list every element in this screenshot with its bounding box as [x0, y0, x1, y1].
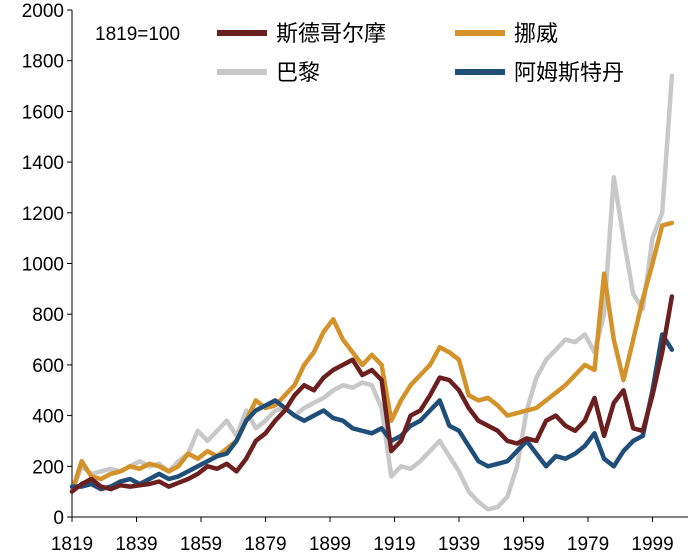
y-tick-label: 400 [32, 407, 64, 428]
x-tick-label: 1939 [438, 534, 480, 555]
base-year-note: 1819=100 [95, 24, 180, 45]
x-tick-label: 1979 [567, 534, 609, 555]
y-tick-label: 1200 [22, 204, 64, 225]
y-tick-label: 200 [32, 457, 64, 478]
x-tick-label: 1839 [115, 534, 157, 555]
y-tick-label: 800 [32, 305, 64, 326]
x-tick-label: 1899 [309, 534, 351, 555]
legend: 1819=100 斯德哥尔摩 挪威 巴黎 阿姆斯特丹 [95, 22, 624, 86]
y-axis-ticks: 0 200 400 600 800 1000 1200 1400 1600 1800 2000 [22, 1, 72, 529]
series-line-paris [69, 73, 675, 512]
y-tick-label: 600 [32, 356, 64, 377]
x-tick-label: 1999 [631, 534, 673, 555]
series-line-amsterdam [69, 332, 675, 492]
y-tick-label: 0 [53, 508, 64, 529]
x-tick-label: 1959 [502, 534, 544, 555]
x-axis-ticks: 1819 1839 1859 1879 1899 1919 1939 1959 1979 1999 [51, 517, 674, 555]
x-tick-label: 1919 [373, 534, 415, 555]
legend-label-amsterdam: 阿姆斯特丹 [514, 61, 624, 86]
legend-label-norway: 挪威 [514, 22, 558, 47]
x-tick-label: 1859 [180, 534, 222, 555]
y-tick-label: 1400 [22, 153, 64, 174]
x-tick-label: 1879 [244, 534, 286, 555]
y-tick-label: 1000 [22, 255, 64, 276]
legend-label-paris: 巴黎 [276, 61, 320, 86]
x-tick-label: 1819 [51, 534, 93, 555]
legend-label-stockholm: 斯德哥尔摩 [276, 22, 386, 47]
y-tick-label: 1800 [22, 52, 64, 73]
y-tick-label: 2000 [22, 1, 64, 22]
series-line-stockholm [69, 294, 675, 494]
series-lines [69, 73, 675, 512]
series-line-norway [69, 220, 675, 494]
y-tick-label: 1600 [22, 102, 64, 123]
